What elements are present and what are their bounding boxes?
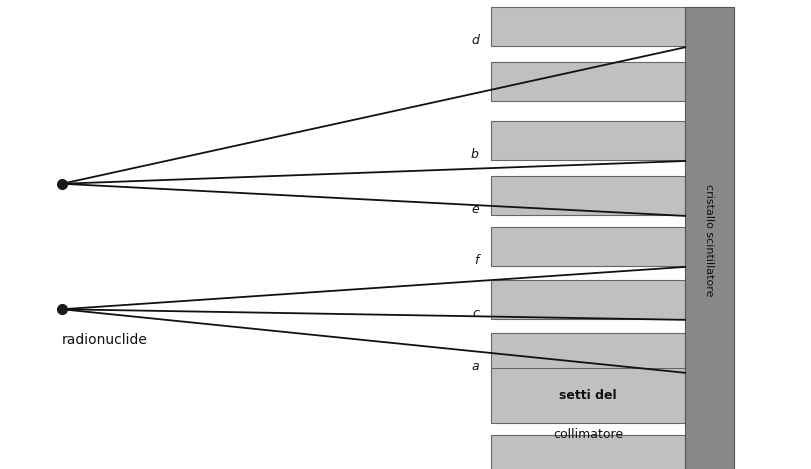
Text: cristallo scintillatore: cristallo scintillatore [704, 184, 714, 297]
Bar [491, 333, 684, 372]
Text: radionuclide: radionuclide [62, 333, 148, 347]
Text: collimatore: collimatore [552, 428, 622, 441]
Bar [491, 368, 684, 423]
Bar [491, 435, 684, 469]
Bar [684, 8, 733, 469]
Bar [491, 280, 684, 319]
Text: e: e [470, 203, 478, 216]
Bar [491, 8, 684, 46]
Bar [491, 121, 684, 160]
Bar [491, 62, 684, 101]
Text: setti del: setti del [559, 389, 616, 402]
Text: d: d [470, 34, 478, 47]
Bar [491, 176, 684, 215]
Text: a: a [470, 360, 478, 373]
Text: c: c [471, 307, 478, 320]
Text: b: b [470, 148, 478, 161]
Text: f: f [474, 254, 478, 267]
Bar [491, 227, 684, 266]
